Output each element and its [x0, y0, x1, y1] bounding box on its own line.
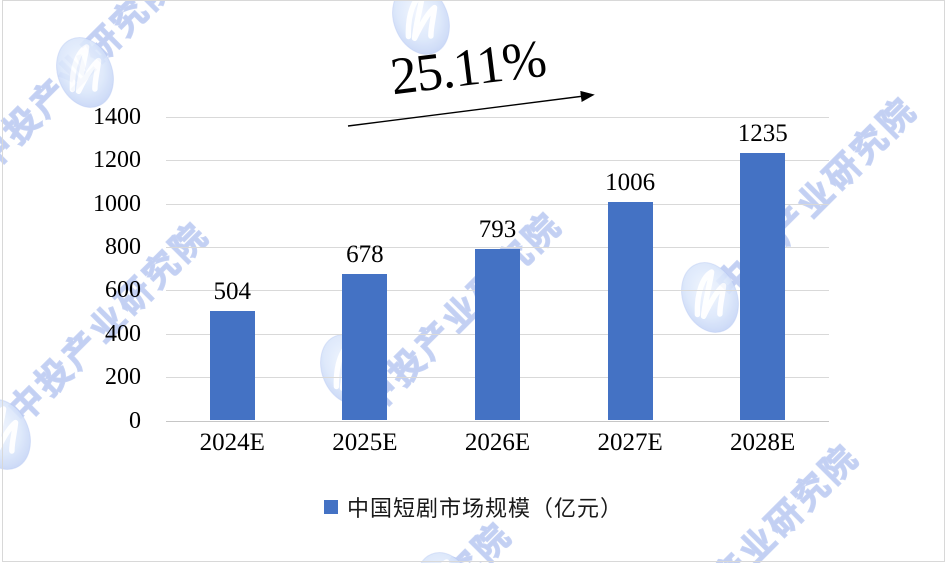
y-axis-tick-label: 1000: [93, 190, 141, 217]
gridline: [166, 203, 829, 205]
y-axis-tick-label: 600: [105, 277, 141, 304]
bar-2028E: [740, 152, 786, 421]
bar-2026E: [475, 248, 520, 421]
y-axis-tick-label: 0: [129, 407, 141, 434]
bar-value-label: 504: [213, 278, 252, 306]
y-axis-tick-label: 800: [105, 234, 141, 261]
y-axis-tick-label: 200: [105, 364, 141, 391]
bar-value-label: 1006: [605, 169, 656, 197]
bar-value-label: 678: [346, 240, 384, 268]
x-axis-tick-label: 2024E: [199, 429, 265, 456]
trend-arrow-icon: [347, 90, 595, 127]
x-axis-tick-label: 2028E: [730, 429, 796, 456]
x-axis-tick-label: 2026E: [464, 429, 531, 456]
gridline: [166, 117, 829, 118]
y-axis-tick-label: 1200: [93, 147, 141, 174]
y-axis-tick-label: 400: [105, 320, 141, 347]
gridline: [166, 420, 829, 422]
gridline: [166, 160, 829, 162]
y-axis-tick-label: 1400: [93, 104, 141, 130]
legend-swatch: [323, 500, 338, 514]
bar-2025E: [342, 273, 388, 421]
watermark-logo-icon: [673, 256, 747, 345]
bar-value-label: 793: [478, 215, 517, 243]
legend-label: 中国短剧市场规模（亿元）: [346, 496, 623, 521]
x-axis-tick-label: 2027E: [597, 429, 663, 456]
watermark-logo-icon: [48, 31, 122, 120]
legend: 中国短剧市场规模（亿元）: [0, 491, 947, 523]
watermark-logo-icon: [408, 546, 482, 563]
x-axis-tick-label: 2025E: [332, 429, 398, 456]
bar-value-label: 1235: [737, 119, 788, 147]
bar-2024E: [209, 311, 255, 421]
bar-2027E: [607, 202, 653, 421]
gridline: [166, 247, 829, 249]
